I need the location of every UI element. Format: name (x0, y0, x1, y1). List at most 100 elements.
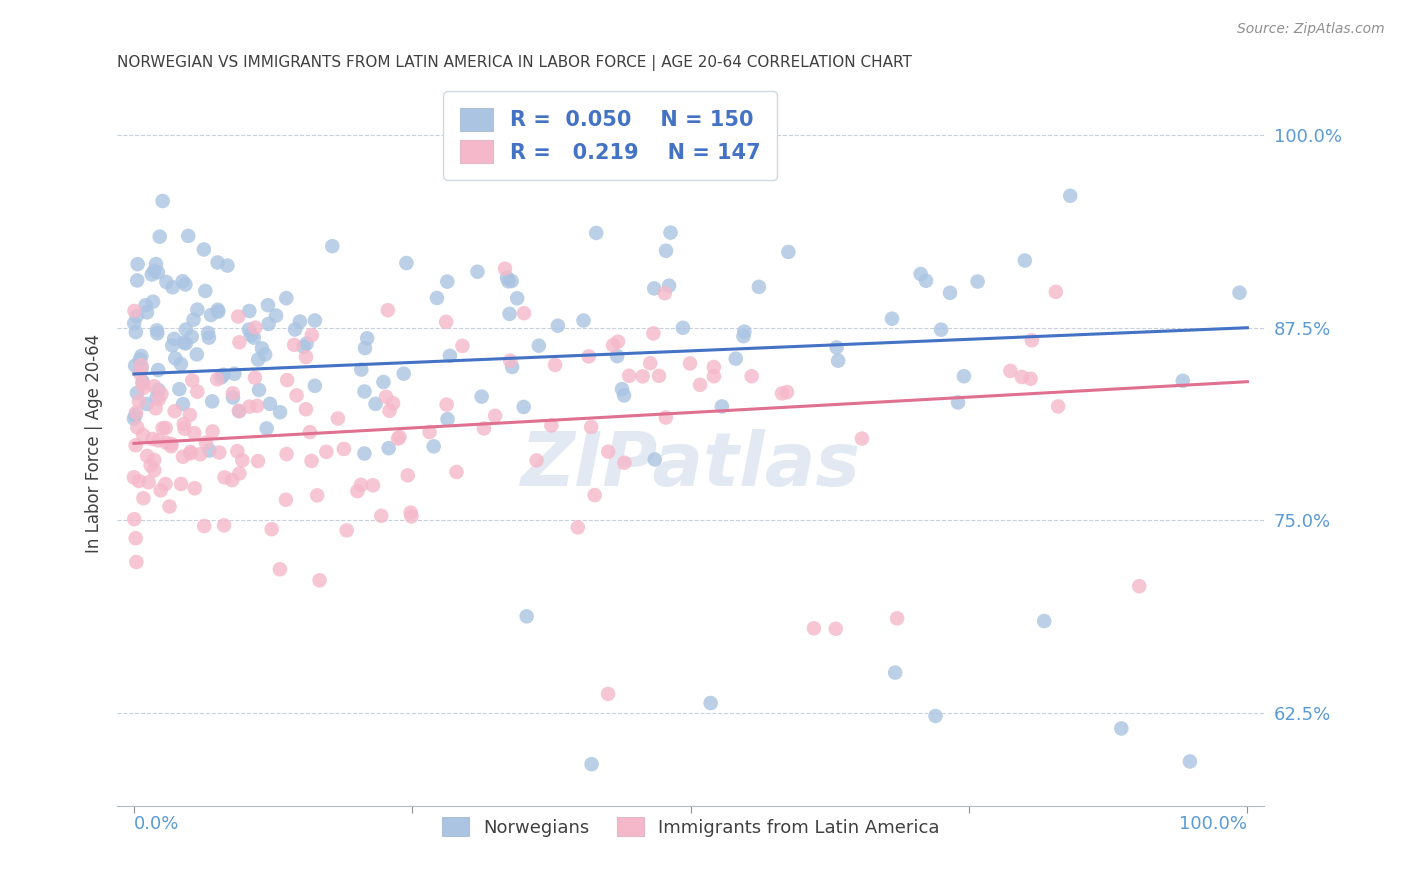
Point (150, 387, 173, 401)
Point (221, 473, 243, 487)
Point (966, 275, 988, 289)
Point (451, 339, 474, 353)
Point (689, 377, 711, 392)
Point (436, 275, 458, 289)
Point (499, 353, 522, 368)
Point (655, 410, 678, 425)
Point (165, 351, 187, 366)
Point (146, 363, 169, 377)
Point (467, 265, 489, 279)
Point (643, 326, 665, 341)
Point (143, 463, 166, 477)
Point (353, 384, 375, 399)
Point (387, 432, 409, 446)
Point (146, 326, 169, 341)
Point (226, 444, 249, 458)
Point (496, 270, 519, 285)
Point (149, 229, 172, 244)
Point (135, 397, 157, 411)
Point (186, 302, 208, 317)
Point (803, 621, 825, 635)
Point (578, 350, 600, 364)
Point (939, 285, 962, 300)
Text: 100.0%: 100.0% (1180, 815, 1247, 833)
Point (152, 421, 174, 435)
Point (269, 562, 291, 576)
Point (246, 454, 269, 468)
Point (392, 367, 415, 381)
Point (132, 491, 155, 506)
Point (929, 323, 952, 337)
Point (132, 381, 155, 395)
Point (778, 244, 800, 259)
Point (247, 352, 270, 367)
Point (733, 329, 755, 343)
Point (827, 353, 849, 368)
Point (631, 369, 654, 384)
Point (501, 359, 523, 374)
Point (226, 310, 249, 324)
Legend: Norwegians, Immigrants from Latin America: Norwegians, Immigrants from Latin Americ… (434, 810, 946, 844)
Point (138, 475, 160, 490)
Point (228, 467, 250, 481)
Point (741, 369, 763, 384)
Point (388, 430, 411, 444)
Point (295, 336, 318, 351)
Point (1000, 364, 1022, 378)
Point (308, 574, 330, 588)
Point (851, 432, 873, 446)
Point (526, 453, 548, 467)
Point (471, 390, 494, 404)
Point (145, 390, 167, 404)
Point (288, 314, 311, 328)
Point (1111, 722, 1133, 736)
Point (170, 357, 193, 371)
Point (177, 228, 200, 243)
Point (506, 291, 529, 305)
Point (125, 555, 148, 569)
Point (703, 369, 725, 384)
Point (257, 298, 280, 312)
Point (658, 278, 681, 293)
Point (295, 402, 318, 417)
Point (222, 386, 245, 401)
Point (946, 395, 969, 409)
Point (127, 420, 149, 434)
Point (163, 332, 186, 346)
Point (494, 261, 516, 276)
Point (152, 194, 174, 208)
Point (436, 398, 458, 412)
Point (128, 394, 150, 409)
Point (131, 349, 153, 363)
Point (346, 484, 368, 499)
Point (160, 437, 183, 451)
Point (259, 397, 281, 411)
Point (131, 375, 153, 389)
Text: 0.0%: 0.0% (134, 815, 180, 833)
Point (395, 256, 418, 270)
Point (155, 435, 177, 450)
Point (643, 281, 665, 295)
Point (422, 439, 444, 453)
Point (173, 417, 195, 431)
Point (201, 394, 224, 409)
Point (243, 370, 266, 384)
Point (350, 362, 373, 376)
Point (260, 522, 283, 536)
Point (193, 243, 215, 257)
Point (276, 373, 298, 387)
Point (125, 406, 148, 420)
Point (825, 340, 848, 354)
Point (1021, 334, 1043, 348)
Point (724, 351, 747, 366)
Point (567, 520, 589, 534)
Point (125, 386, 148, 401)
Point (163, 404, 186, 418)
Point (148, 434, 170, 448)
Point (375, 390, 398, 404)
Point (315, 444, 337, 458)
Point (1229, 285, 1251, 300)
Point (186, 384, 208, 399)
Point (292, 340, 315, 354)
Point (132, 428, 155, 442)
